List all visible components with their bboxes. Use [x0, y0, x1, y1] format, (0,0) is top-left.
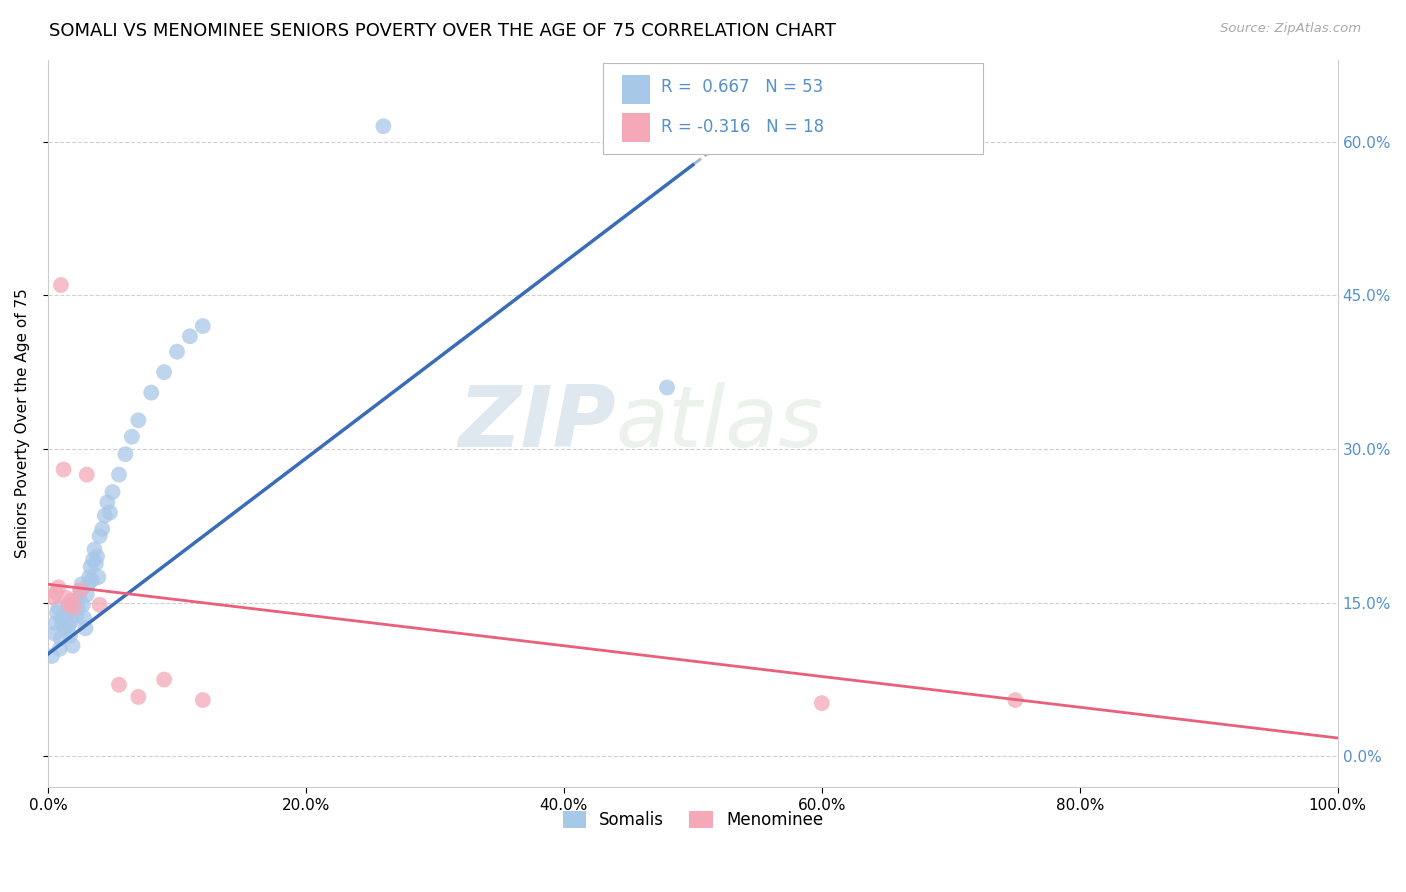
Point	[94, 508, 117, 523]
Point	[41, 648, 63, 663]
Point	[49, 278, 72, 293]
FancyBboxPatch shape	[621, 113, 651, 142]
Point	[1004, 693, 1026, 707]
Point	[83, 542, 105, 557]
Point	[45, 616, 67, 631]
Text: R = -0.316   N = 18: R = -0.316 N = 18	[661, 118, 824, 136]
Text: atlas: atlas	[616, 382, 824, 465]
Point	[58, 618, 80, 632]
Point	[53, 621, 76, 635]
Point	[127, 690, 149, 704]
Point	[655, 380, 678, 394]
Point	[87, 570, 110, 584]
Point	[58, 598, 80, 612]
Point	[70, 577, 93, 591]
Point	[82, 552, 104, 566]
FancyBboxPatch shape	[621, 75, 651, 103]
Point	[48, 641, 70, 656]
Point	[42, 591, 65, 605]
Point	[76, 467, 98, 482]
Point	[62, 639, 84, 653]
Point	[65, 607, 87, 622]
Point	[80, 573, 103, 587]
Text: SOMALI VS MENOMINEE SENIORS POVERTY OVER THE AGE OF 75 CORRELATION CHART: SOMALI VS MENOMINEE SENIORS POVERTY OVER…	[49, 22, 837, 40]
Point	[89, 529, 111, 543]
Point	[114, 447, 136, 461]
Point	[69, 583, 91, 598]
Text: R =  0.667   N = 53: R = 0.667 N = 53	[661, 78, 823, 96]
Point	[49, 632, 72, 646]
Point	[373, 119, 395, 133]
Point	[67, 591, 90, 605]
Point	[73, 611, 96, 625]
Text: ZIP: ZIP	[458, 382, 616, 465]
Point	[108, 467, 131, 482]
Point	[101, 485, 124, 500]
Point	[79, 559, 101, 574]
Point	[86, 549, 108, 564]
Point	[52, 462, 75, 476]
Point	[96, 495, 118, 509]
Point	[63, 600, 86, 615]
Legend: Somalis, Menominee: Somalis, Menominee	[555, 804, 830, 836]
Point	[77, 577, 100, 591]
Point	[55, 591, 77, 605]
Text: Source: ZipAtlas.com: Source: ZipAtlas.com	[1220, 22, 1361, 36]
Point	[191, 319, 214, 334]
Point	[98, 506, 121, 520]
Point	[44, 626, 66, 640]
Point	[63, 598, 86, 612]
Point	[179, 329, 201, 343]
Point	[72, 598, 94, 612]
Point	[69, 583, 91, 598]
Point	[76, 587, 98, 601]
Point	[141, 385, 163, 400]
Point	[79, 570, 101, 584]
Point	[84, 557, 107, 571]
Point	[55, 607, 77, 622]
Point	[121, 430, 143, 444]
Point	[108, 678, 131, 692]
FancyBboxPatch shape	[603, 63, 983, 154]
Point	[60, 614, 83, 628]
Point	[46, 606, 69, 620]
Point	[89, 598, 111, 612]
Y-axis label: Seniors Poverty Over the Age of 75: Seniors Poverty Over the Age of 75	[15, 288, 30, 558]
Point	[127, 413, 149, 427]
Point	[166, 344, 188, 359]
Point	[153, 365, 176, 379]
Point	[56, 604, 79, 618]
Point	[48, 600, 70, 615]
Point	[810, 696, 832, 710]
Point	[45, 585, 67, 599]
Point	[63, 593, 86, 607]
Point	[59, 628, 82, 642]
Point	[75, 621, 97, 635]
Point	[51, 616, 73, 631]
Point	[191, 693, 214, 707]
Point	[52, 611, 75, 625]
Point	[66, 600, 89, 615]
Point	[153, 673, 176, 687]
Point	[91, 522, 114, 536]
Point	[48, 580, 70, 594]
Point	[60, 593, 83, 607]
